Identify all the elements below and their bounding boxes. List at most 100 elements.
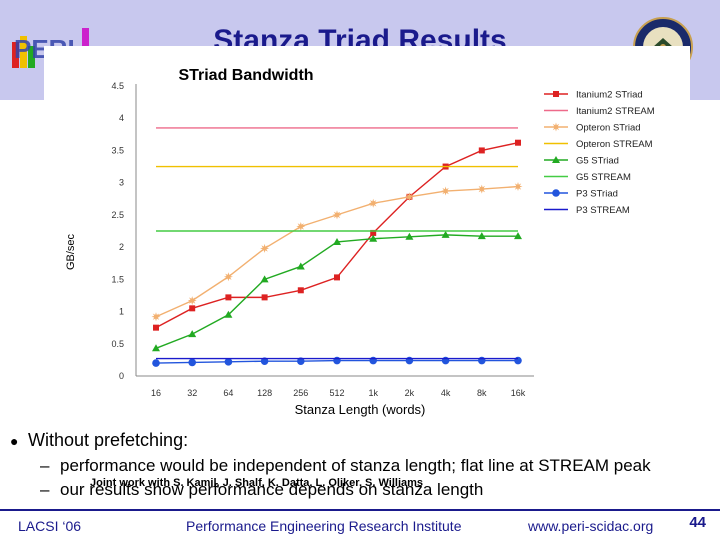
data-point: [333, 356, 341, 365]
legend-label: Opteron STriad: [576, 123, 641, 134]
data-point: [223, 272, 233, 282]
footer-institute: Performance Engineering Research Institu…: [186, 518, 462, 534]
footer-event: LACSI ‘06: [18, 518, 82, 534]
data-point: [405, 356, 414, 365]
data-point: [296, 262, 305, 270]
legend-item: Opteron STREAM: [544, 139, 653, 150]
data-point: [405, 232, 414, 240]
x-tick-label: 1k: [368, 388, 378, 398]
credit-text: Joint work with S. Kamil, J. Shalf, K. D…: [90, 477, 424, 489]
legend-label: Itanium2 STREAM: [576, 106, 655, 117]
legend-item: Itanium2 STREAM: [544, 106, 655, 117]
data-point: [297, 287, 304, 294]
data-point: [370, 229, 377, 236]
y-tick-label: 1: [119, 307, 124, 317]
y-tick-label: 0.5: [111, 339, 124, 349]
x-tick-label: 8k: [477, 388, 487, 398]
striad-bandwidth-chart: STriad Bandwidth GB/sec Stanza Length (w…: [65, 67, 655, 417]
data-point: [188, 358, 196, 367]
legend-swatch-marker: [552, 189, 560, 197]
data-point: [260, 275, 269, 283]
legend-label: P3 STREAM: [576, 205, 630, 216]
legend-item: P3 STriad: [544, 189, 618, 200]
data-point: [333, 237, 341, 245]
legend-item: G5 STREAM: [544, 172, 631, 183]
data-point: [334, 274, 340, 281]
data-point: [441, 230, 450, 238]
data-point: [152, 359, 160, 367]
sub-bullet-item: – performance would be independent of sta…: [40, 456, 651, 475]
data-point: [478, 356, 486, 365]
data-point: [368, 198, 378, 208]
y-tick-label: 3: [119, 178, 124, 188]
data-point: [261, 294, 268, 301]
y-tick-label: 4: [119, 113, 124, 123]
y-tick-label: 2.5: [111, 210, 124, 220]
data-point: [478, 147, 485, 154]
x-tick-label: 2k: [405, 388, 415, 398]
data-point: [152, 344, 160, 352]
data-point: [441, 186, 451, 196]
series-opteron-striad: [151, 182, 523, 322]
data-point: [477, 232, 486, 240]
data-point: [514, 232, 522, 240]
data-point: [477, 184, 487, 194]
x-tick-label: 512: [329, 388, 344, 398]
data-point: [260, 243, 270, 253]
legend-swatch-marker: [551, 122, 561, 132]
data-point: [153, 324, 159, 331]
sub-bullet-text: our results show performance depends on …: [60, 480, 484, 499]
x-tick-label: 4k: [441, 388, 451, 398]
legend-label: G5 STriad: [576, 156, 619, 167]
data-point: [404, 192, 414, 202]
data-point: [224, 358, 233, 366]
legend-label: Itanium2 STriad: [576, 90, 643, 101]
data-point: [515, 139, 521, 146]
x-tick-label: 64: [223, 388, 233, 398]
data-point: [188, 330, 197, 338]
chart-panel: STriad Bandwidth GB/sec Stanza Length (w…: [44, 46, 690, 418]
y-tick-label: 1.5: [111, 274, 124, 284]
footer-link[interactable]: www.peri-scidac.org: [528, 518, 654, 534]
x-tick-label: 16: [151, 388, 161, 398]
data-point: [189, 305, 196, 312]
data-point: [187, 296, 197, 306]
y-axis-label: GB/sec: [65, 233, 77, 270]
data-point: [224, 310, 233, 318]
chart-title: STriad Bandwidth: [178, 67, 313, 84]
legend-label: P3 STriad: [576, 189, 618, 200]
x-axis-label: Stanza Length (words): [295, 402, 426, 417]
bullet-item: ● Without prefetching:: [10, 430, 188, 451]
data-point: [514, 356, 522, 365]
legend-item: P3 STREAM: [544, 205, 630, 216]
legend-item: Opteron STriad: [544, 122, 641, 134]
legend-label: G5 STREAM: [576, 172, 631, 183]
x-tick-label: 32: [187, 388, 197, 398]
sub-bullet-item: – our results show performance depends on…: [40, 480, 484, 499]
legend-swatch-marker: [553, 91, 559, 97]
data-point: [332, 210, 342, 220]
series-line: [155, 234, 518, 349]
data-point: [441, 356, 450, 365]
footer-divider: [0, 509, 720, 511]
x-tick-label: 128: [257, 388, 272, 398]
legend-swatch-marker: [552, 156, 560, 163]
y-tick-label: 4.5: [111, 81, 124, 91]
bullet-text: Without prefetching:: [28, 430, 189, 450]
data-point: [369, 234, 378, 242]
data-point: [151, 312, 161, 322]
data-point: [513, 182, 523, 191]
series-line: [155, 185, 519, 318]
y-tick-label: 0: [119, 371, 124, 381]
data-point: [369, 356, 378, 365]
y-tick-label: 2: [119, 242, 124, 252]
sub-bullet-text: performance would be independent of stan…: [60, 456, 651, 475]
legend-label: Opteron STREAM: [576, 139, 653, 150]
data-point: [296, 222, 306, 231]
x-tick-label: 16k: [511, 388, 526, 398]
x-tick-label: 256: [293, 388, 308, 398]
page-number: 44: [689, 514, 706, 531]
y-tick-label: 3.5: [111, 145, 124, 155]
data-point: [225, 294, 232, 301]
series-g5-striad: [152, 230, 522, 352]
